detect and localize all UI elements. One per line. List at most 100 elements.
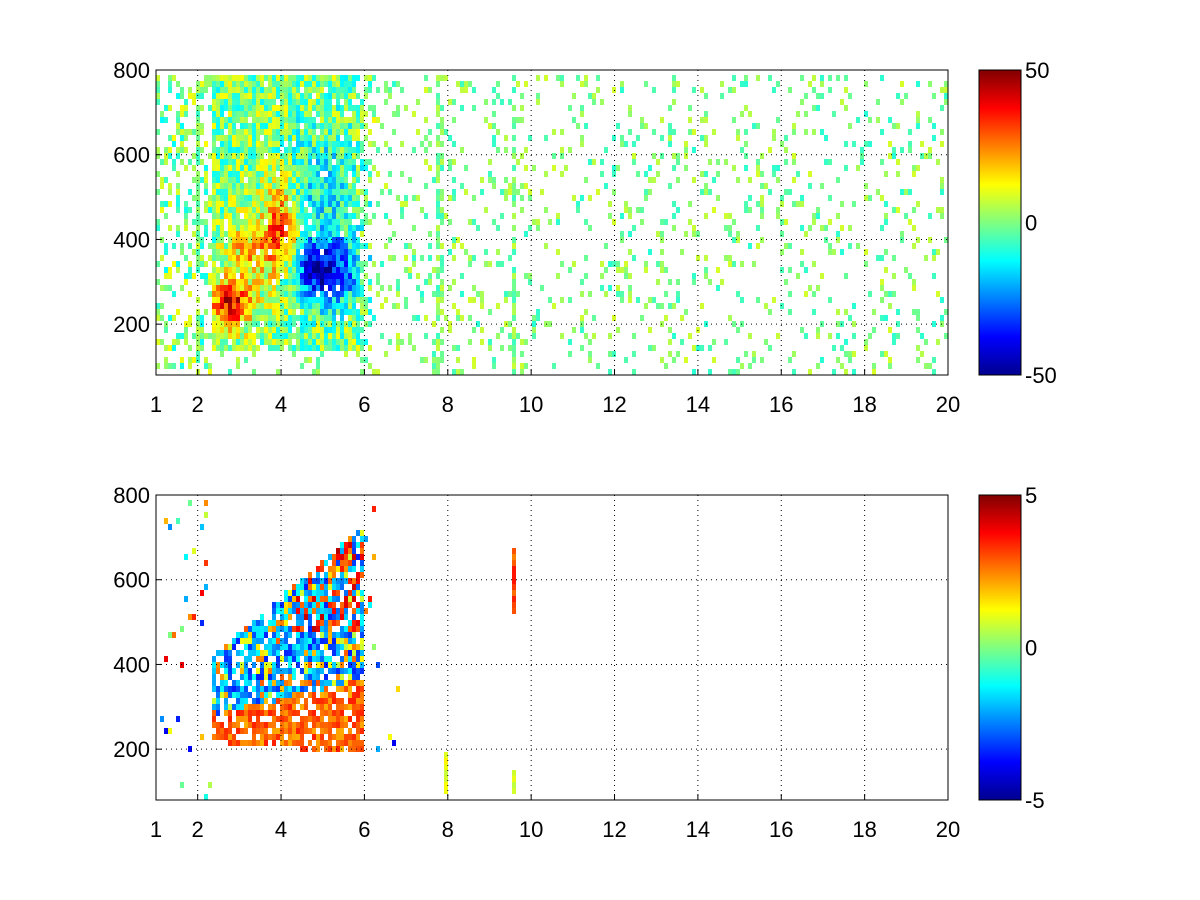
heatmap-cell xyxy=(732,261,736,267)
heatmap-cell xyxy=(372,315,376,321)
heatmap-cell xyxy=(244,255,248,261)
heatmap-cell xyxy=(356,698,360,704)
heatmap-cell xyxy=(232,243,236,249)
heatmap-cell xyxy=(596,87,600,93)
heatmap-cell xyxy=(332,177,336,183)
heatmap-cell xyxy=(892,273,896,279)
heatmap-cell xyxy=(736,327,740,333)
heatmap-cell xyxy=(308,237,312,243)
heatmap-cell xyxy=(316,716,320,722)
heatmap-cell xyxy=(312,261,316,267)
heatmap-cell xyxy=(184,213,188,219)
heatmap-cell xyxy=(352,596,356,602)
heatmap-cell xyxy=(240,710,244,716)
heatmap-cell xyxy=(508,183,512,189)
heatmap-cell xyxy=(896,171,900,177)
heatmap-cell xyxy=(792,159,796,165)
heatmap-cell xyxy=(356,165,360,171)
heatmap-cell xyxy=(268,177,272,183)
heatmap-cell xyxy=(156,81,160,87)
heatmap-cell xyxy=(156,147,160,153)
heatmap-cell xyxy=(276,686,280,692)
heatmap-cell xyxy=(240,153,244,159)
heatmap-cell xyxy=(364,273,368,279)
heatmap-cell xyxy=(332,279,336,285)
heatmap-cell xyxy=(940,189,944,195)
heatmap-cell xyxy=(356,626,360,632)
heatmap-cell xyxy=(336,662,340,668)
heatmap-cell xyxy=(328,668,332,674)
heatmap-cell xyxy=(424,117,428,123)
heatmap-cell xyxy=(328,662,332,668)
heatmap-cell xyxy=(312,285,316,291)
heatmap-cell xyxy=(880,159,884,165)
heatmap-cell xyxy=(236,357,240,363)
heatmap-cell xyxy=(248,75,252,81)
heatmap-cell xyxy=(288,728,292,734)
heatmap-cell xyxy=(240,309,244,315)
heatmap-cell xyxy=(524,81,528,87)
heatmap-cell xyxy=(700,135,704,141)
y-tick-label: 800 xyxy=(113,483,150,508)
heatmap-cell xyxy=(396,195,400,201)
heatmap-cell xyxy=(252,255,256,261)
heatmap-cell xyxy=(544,135,548,141)
heatmap-cell xyxy=(248,638,252,644)
heatmap-cell xyxy=(268,722,272,728)
heatmap-cell xyxy=(252,117,256,123)
heatmap-cell xyxy=(412,225,416,231)
heatmap-cell xyxy=(292,93,296,99)
heatmap-cell xyxy=(456,369,460,375)
heatmap-cell xyxy=(408,267,412,273)
heatmap-cell xyxy=(364,303,368,309)
heatmap-cell xyxy=(216,117,220,123)
heatmap-cell xyxy=(748,111,752,117)
heatmap-cell xyxy=(288,722,292,728)
heatmap-cell xyxy=(348,75,352,81)
heatmap-cell xyxy=(308,345,312,351)
heatmap-cell xyxy=(316,680,320,686)
heatmap-cell xyxy=(216,159,220,165)
heatmap-cell xyxy=(688,129,692,135)
heatmap-cell xyxy=(300,207,304,213)
heatmap-cell xyxy=(252,345,256,351)
heatmap-cell xyxy=(700,171,704,177)
heatmap-cell xyxy=(376,117,380,123)
heatmap-cell xyxy=(276,141,280,147)
heatmap-cell xyxy=(440,117,444,123)
heatmap-cell xyxy=(232,644,236,650)
heatmap-cell xyxy=(356,111,360,117)
heatmap-cell xyxy=(248,680,252,686)
heatmap-cell xyxy=(788,189,792,195)
heatmap-cell xyxy=(340,554,344,560)
heatmap-cell xyxy=(884,291,888,297)
heatmap-cell xyxy=(288,303,292,309)
heatmap-cell xyxy=(888,117,892,123)
heatmap-cell xyxy=(348,159,352,165)
heatmap-cell xyxy=(328,261,332,267)
heatmap-cell xyxy=(284,147,288,153)
heatmap-cell xyxy=(280,333,284,339)
heatmap-cell xyxy=(316,584,320,590)
heatmap-cell xyxy=(196,171,200,177)
heatmap-cell xyxy=(360,566,364,572)
heatmap-cell xyxy=(180,105,184,111)
heatmap-cell xyxy=(272,183,276,189)
heatmap-cell xyxy=(212,237,216,243)
heatmap-cell xyxy=(300,201,304,207)
heatmap-cell xyxy=(736,135,740,141)
heatmap-cell xyxy=(288,87,292,93)
heatmap-cell xyxy=(248,626,252,632)
heatmap-cell xyxy=(216,129,220,135)
heatmap-cell xyxy=(224,710,228,716)
heatmap-cell xyxy=(256,171,260,177)
heatmap-cell xyxy=(304,219,308,225)
heatmap-cell xyxy=(260,668,264,674)
heatmap-cell xyxy=(304,656,308,662)
heatmap-cell xyxy=(584,255,588,261)
heatmap-cell xyxy=(332,81,336,87)
heatmap-cell xyxy=(232,297,236,303)
heatmap-cell xyxy=(288,279,292,285)
heatmap-cell xyxy=(312,195,316,201)
heatmap-cell xyxy=(212,662,216,668)
